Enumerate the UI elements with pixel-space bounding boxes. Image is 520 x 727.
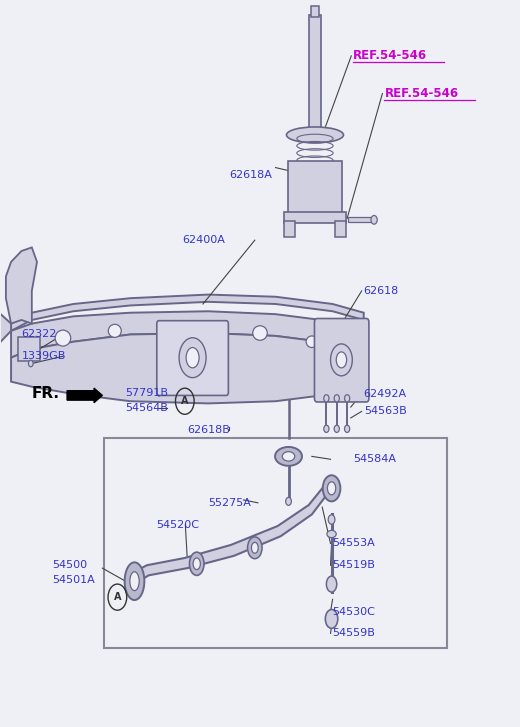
- Ellipse shape: [252, 542, 258, 553]
- Ellipse shape: [334, 425, 340, 433]
- Polygon shape: [11, 294, 363, 331]
- Ellipse shape: [323, 475, 341, 502]
- Ellipse shape: [125, 562, 145, 600]
- Text: REF.54-546: REF.54-546: [384, 87, 459, 100]
- Text: 62400A: 62400A: [182, 235, 225, 245]
- Ellipse shape: [331, 344, 353, 376]
- Ellipse shape: [371, 215, 377, 224]
- FancyBboxPatch shape: [335, 220, 346, 236]
- FancyArrow shape: [67, 388, 102, 403]
- FancyBboxPatch shape: [309, 15, 321, 135]
- Text: 54563B: 54563B: [363, 406, 407, 417]
- Text: 54559B: 54559B: [333, 628, 375, 638]
- Ellipse shape: [336, 352, 347, 368]
- FancyBboxPatch shape: [348, 217, 373, 222]
- Text: 62618B: 62618B: [187, 425, 230, 435]
- Ellipse shape: [345, 395, 350, 402]
- Ellipse shape: [345, 425, 350, 433]
- Text: 54519B: 54519B: [333, 561, 375, 570]
- Polygon shape: [11, 311, 363, 358]
- Ellipse shape: [324, 425, 329, 433]
- Polygon shape: [131, 480, 334, 587]
- Ellipse shape: [179, 338, 206, 377]
- Text: 54584A: 54584A: [354, 454, 396, 465]
- Text: 57791B: 57791B: [125, 387, 168, 398]
- Ellipse shape: [306, 336, 318, 348]
- Ellipse shape: [334, 395, 340, 402]
- Ellipse shape: [285, 497, 291, 505]
- Ellipse shape: [324, 395, 329, 402]
- Ellipse shape: [328, 482, 336, 495]
- Ellipse shape: [275, 447, 302, 466]
- FancyBboxPatch shape: [315, 318, 369, 402]
- Text: 54501A: 54501A: [53, 575, 95, 585]
- Ellipse shape: [186, 348, 199, 368]
- Text: 55275A: 55275A: [208, 498, 251, 508]
- Text: 54530C: 54530C: [333, 606, 375, 616]
- Ellipse shape: [193, 558, 200, 569]
- Text: FR.: FR.: [32, 387, 60, 401]
- Polygon shape: [6, 247, 37, 324]
- Text: 62322: 62322: [21, 329, 57, 340]
- Ellipse shape: [327, 576, 337, 592]
- Text: A: A: [181, 396, 189, 406]
- Ellipse shape: [108, 324, 121, 337]
- Ellipse shape: [130, 571, 139, 590]
- Text: 54520C: 54520C: [157, 520, 199, 529]
- FancyBboxPatch shape: [311, 7, 319, 17]
- FancyBboxPatch shape: [157, 321, 228, 395]
- Ellipse shape: [29, 361, 33, 366]
- Text: 54564B: 54564B: [125, 403, 168, 414]
- FancyBboxPatch shape: [105, 438, 447, 648]
- Text: 54553A: 54553A: [333, 539, 375, 548]
- Text: A: A: [114, 593, 121, 602]
- Text: 62492A: 62492A: [363, 389, 407, 399]
- FancyBboxPatch shape: [18, 337, 40, 361]
- Polygon shape: [0, 314, 11, 342]
- FancyBboxPatch shape: [284, 220, 295, 236]
- Ellipse shape: [55, 330, 71, 346]
- Text: REF.54-546: REF.54-546: [354, 49, 427, 63]
- FancyBboxPatch shape: [288, 161, 342, 221]
- Ellipse shape: [327, 531, 336, 538]
- Ellipse shape: [328, 515, 335, 524]
- FancyBboxPatch shape: [284, 212, 346, 223]
- Text: 1339GB: 1339GB: [21, 351, 66, 361]
- Ellipse shape: [248, 537, 262, 558]
- Ellipse shape: [253, 326, 267, 340]
- Ellipse shape: [189, 553, 204, 575]
- Ellipse shape: [326, 609, 338, 628]
- Text: 62618A: 62618A: [229, 170, 272, 180]
- Ellipse shape: [287, 127, 344, 143]
- Text: 54500: 54500: [53, 561, 88, 570]
- Ellipse shape: [282, 451, 295, 461]
- Polygon shape: [11, 333, 363, 403]
- Text: 62618: 62618: [363, 286, 399, 296]
